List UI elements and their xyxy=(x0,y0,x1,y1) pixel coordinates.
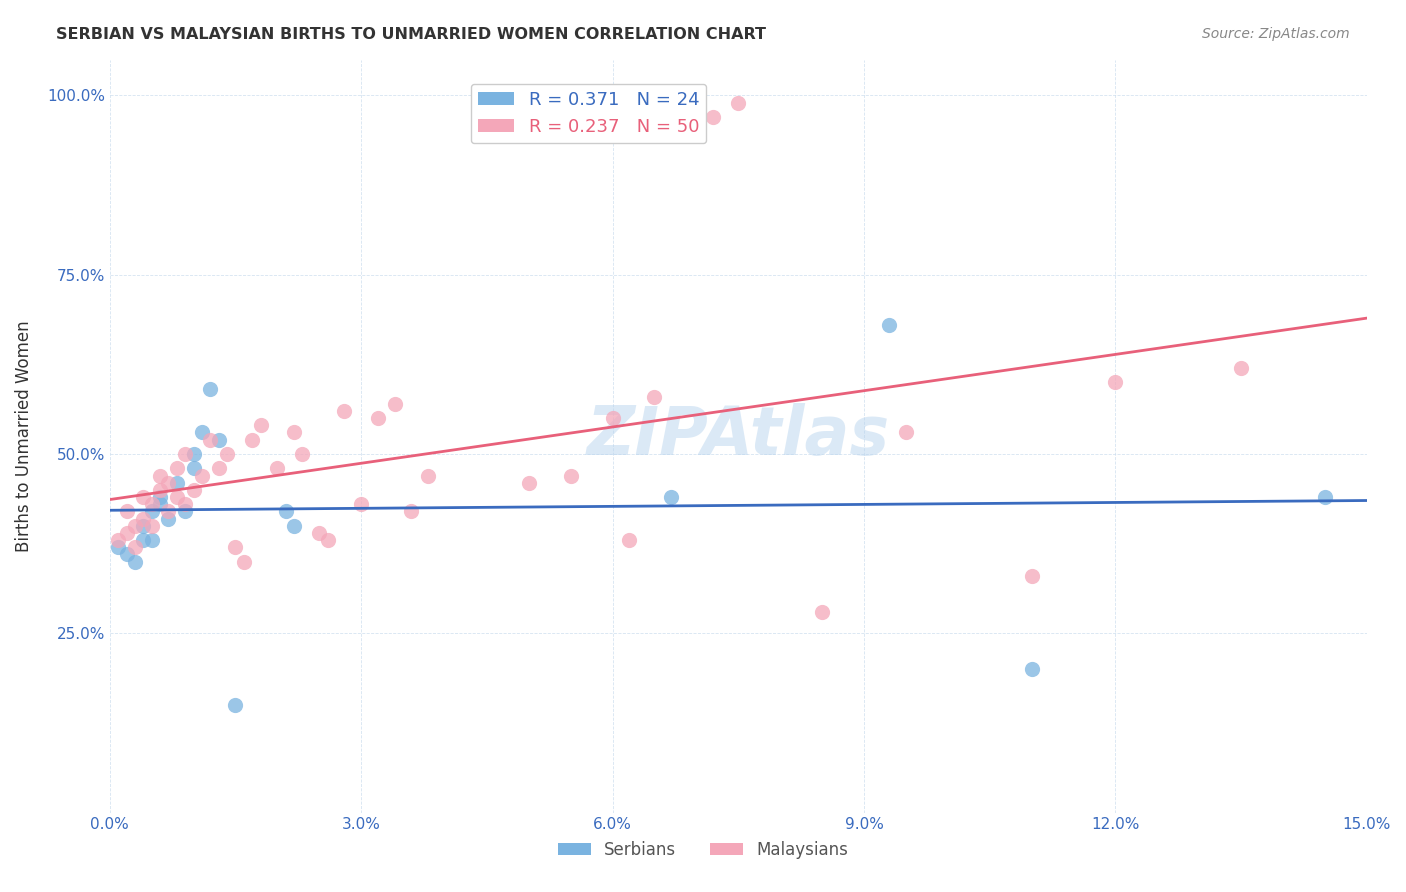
Point xyxy=(141,497,163,511)
Point xyxy=(166,490,188,504)
Point xyxy=(811,605,834,619)
Point xyxy=(141,504,163,518)
Point xyxy=(141,533,163,547)
Point xyxy=(200,433,222,447)
Point xyxy=(149,483,172,497)
Point xyxy=(560,468,582,483)
Point xyxy=(208,461,231,475)
Point xyxy=(274,504,297,518)
Point xyxy=(200,383,222,397)
Point xyxy=(224,698,246,712)
Point xyxy=(333,404,356,418)
Point xyxy=(727,95,749,110)
Point xyxy=(124,518,146,533)
Point xyxy=(668,117,690,131)
Point xyxy=(174,447,197,461)
Legend: R = 0.371   N = 24, R = 0.237   N = 50: R = 0.371 N = 24, R = 0.237 N = 50 xyxy=(471,84,706,143)
Point xyxy=(157,511,180,525)
Point xyxy=(208,433,231,447)
Point xyxy=(384,397,406,411)
Legend: Serbians, Malaysians: Serbians, Malaysians xyxy=(551,835,855,866)
Point xyxy=(283,518,305,533)
Point xyxy=(217,447,239,461)
Point xyxy=(115,525,138,540)
Point xyxy=(149,468,172,483)
Point xyxy=(149,490,172,504)
Point xyxy=(174,504,197,518)
Point xyxy=(166,475,188,490)
Point xyxy=(132,511,155,525)
Point xyxy=(1021,569,1043,583)
Text: SERBIAN VS MALAYSIAN BIRTHS TO UNMARRIED WOMEN CORRELATION CHART: SERBIAN VS MALAYSIAN BIRTHS TO UNMARRIED… xyxy=(56,27,766,42)
Point xyxy=(124,555,146,569)
Point xyxy=(367,411,389,425)
Point xyxy=(702,110,724,124)
Point xyxy=(240,433,263,447)
Point xyxy=(115,504,138,518)
Point xyxy=(107,533,129,547)
Point xyxy=(266,461,288,475)
Point xyxy=(308,525,330,540)
Point xyxy=(191,425,214,440)
Text: ZIPAtlas: ZIPAtlas xyxy=(586,403,890,469)
Point xyxy=(107,540,129,554)
Point xyxy=(183,461,205,475)
Text: Source: ZipAtlas.com: Source: ZipAtlas.com xyxy=(1202,27,1350,41)
Point xyxy=(157,475,180,490)
Point xyxy=(174,497,197,511)
Point xyxy=(124,540,146,554)
Point xyxy=(291,447,314,461)
Point xyxy=(183,447,205,461)
Point xyxy=(517,475,540,490)
Point xyxy=(283,425,305,440)
Point xyxy=(418,468,440,483)
Point xyxy=(132,490,155,504)
Point xyxy=(224,540,246,554)
Point xyxy=(619,533,641,547)
Point xyxy=(157,504,180,518)
Point xyxy=(350,497,373,511)
Point xyxy=(141,518,163,533)
Point xyxy=(643,390,665,404)
Y-axis label: Births to Unmarried Women: Births to Unmarried Women xyxy=(15,320,32,552)
Point xyxy=(115,548,138,562)
Point xyxy=(132,518,155,533)
Point xyxy=(183,483,205,497)
Point xyxy=(877,318,900,332)
Point xyxy=(166,461,188,475)
Point xyxy=(191,468,214,483)
Point xyxy=(1021,662,1043,676)
Point xyxy=(149,497,172,511)
Point xyxy=(249,418,271,433)
Point xyxy=(1313,490,1336,504)
Point xyxy=(232,555,254,569)
Point xyxy=(659,490,682,504)
Point xyxy=(401,504,423,518)
Point xyxy=(1230,360,1253,375)
Point xyxy=(894,425,917,440)
Point xyxy=(316,533,339,547)
Point xyxy=(1104,376,1126,390)
Point xyxy=(132,533,155,547)
Point xyxy=(602,411,624,425)
